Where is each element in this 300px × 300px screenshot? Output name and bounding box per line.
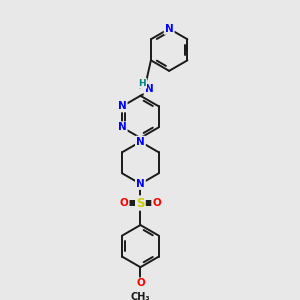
- Text: N: N: [118, 101, 127, 111]
- Text: O: O: [152, 198, 161, 208]
- Text: O: O: [136, 278, 145, 289]
- Text: CH₃: CH₃: [130, 292, 150, 300]
- Text: H: H: [139, 79, 146, 88]
- Text: N: N: [136, 179, 145, 189]
- Text: N: N: [118, 122, 127, 132]
- Text: N: N: [165, 24, 173, 34]
- Text: H: H: [138, 81, 147, 91]
- Text: N: N: [145, 84, 153, 94]
- Text: S: S: [136, 196, 145, 209]
- Text: O: O: [120, 198, 128, 208]
- Text: N: N: [136, 137, 145, 147]
